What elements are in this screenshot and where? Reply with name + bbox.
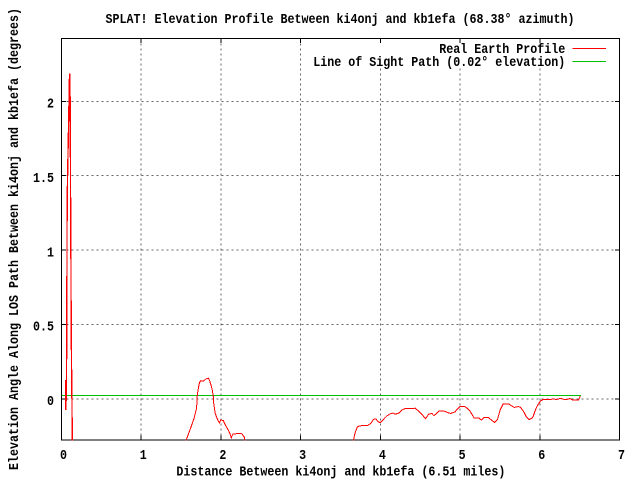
svg-text:5: 5 <box>459 448 466 464</box>
svg-text:0: 0 <box>60 448 67 464</box>
svg-text:1: 1 <box>47 245 54 261</box>
svg-text:3: 3 <box>299 448 306 464</box>
svg-text:7: 7 <box>618 448 625 464</box>
svg-text:2: 2 <box>47 96 54 112</box>
svg-text:Real Earth Profile: Real Earth Profile <box>439 42 565 58</box>
svg-text:Elevation Angle Along LOS Path: Elevation Angle Along LOS Path Between k… <box>7 8 23 470</box>
svg-text:4: 4 <box>379 448 386 464</box>
svg-text:2: 2 <box>219 448 226 464</box>
svg-text:6: 6 <box>538 448 545 464</box>
svg-text:Line of Sight Path (0.02° elev: Line of Sight Path (0.02° elevation) <box>313 55 565 71</box>
svg-text:1: 1 <box>140 448 147 464</box>
svg-text:SPLAT! Elevation Profile Betwe: SPLAT! Elevation Profile Between ki4onj … <box>106 12 575 28</box>
svg-text:0.5: 0.5 <box>33 320 54 336</box>
svg-text:0: 0 <box>47 394 54 410</box>
svg-text:1.5: 1.5 <box>33 171 54 187</box>
svg-text:Distance Between ki4onj and kb: Distance Between ki4onj and kb1efa (6.51… <box>176 465 505 480</box>
